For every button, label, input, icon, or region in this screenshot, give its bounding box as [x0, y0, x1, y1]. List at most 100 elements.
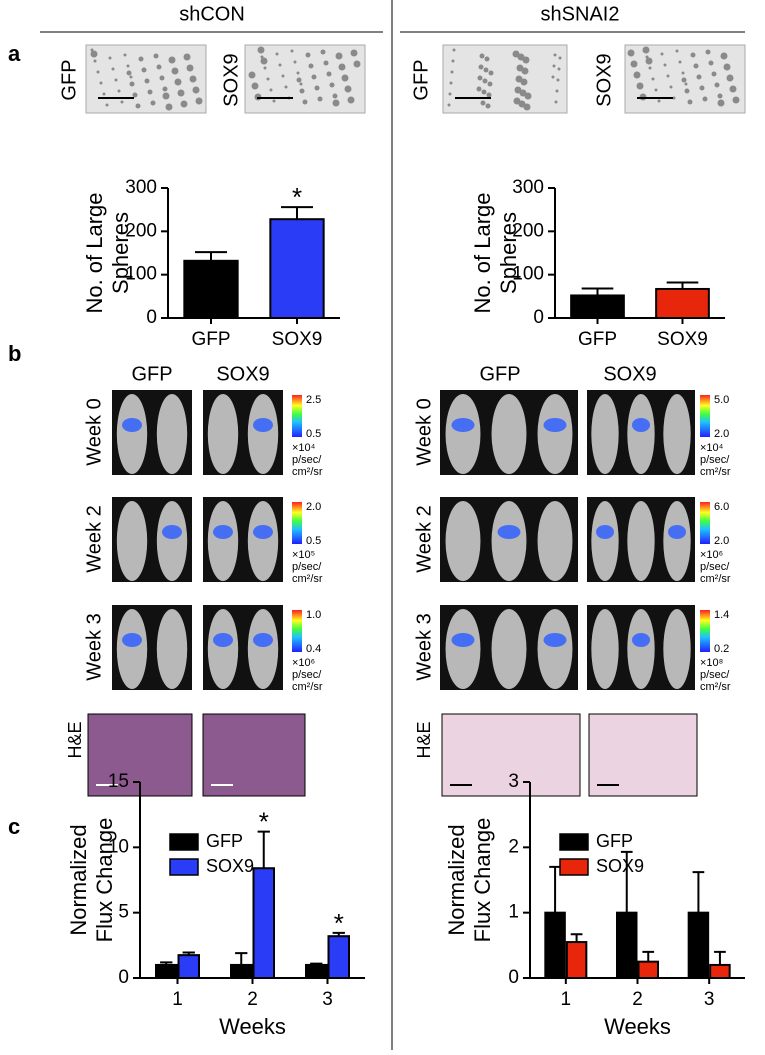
sphere: [117, 89, 121, 93]
sphere: [630, 60, 638, 68]
signal: [632, 418, 650, 432]
sphere: [314, 85, 320, 91]
sphere: [263, 66, 267, 70]
sphere: [129, 81, 135, 87]
sphere: [481, 89, 487, 95]
x-tick-label: GFP: [578, 329, 617, 350]
sphere: [305, 52, 311, 58]
sphere: [479, 53, 485, 59]
signal: [253, 525, 273, 539]
signal: [253, 418, 273, 432]
error-bar: [620, 850, 633, 913]
sphere: [514, 86, 522, 94]
mouse: [537, 609, 573, 689]
sphere: [335, 52, 343, 60]
colorbar-unit: p/sec/: [700, 454, 730, 466]
column-header: SOX9: [216, 363, 269, 385]
column-header: GFP: [479, 363, 520, 385]
y-tick-label: 15: [108, 771, 129, 792]
sphere: [93, 59, 97, 63]
y-tick-label: 10: [108, 836, 129, 857]
y-tick-label: 300: [125, 177, 157, 198]
sphere: [296, 71, 300, 75]
sphere: [189, 75, 197, 83]
sphere: [678, 60, 682, 64]
sphere: [487, 81, 493, 87]
sphere: [687, 99, 693, 105]
colorbar-max: 5.0: [714, 394, 729, 406]
sphere: [290, 49, 294, 53]
signal: [213, 633, 233, 647]
bar: [570, 294, 625, 320]
column-header: GFP: [131, 363, 172, 385]
legend-swatch: [559, 833, 589, 851]
sphere: [180, 100, 188, 108]
mouse: [156, 501, 188, 581]
x-tick-label: 1: [172, 989, 183, 1010]
x-axis-title: Weeks: [219, 1014, 286, 1039]
sphere: [302, 99, 308, 105]
colorbar-exp: ×10⁴: [292, 442, 316, 454]
y-tick-label: 2: [508, 836, 519, 857]
sphere: [299, 88, 305, 94]
legend-label: GFP: [206, 831, 243, 851]
colorbar-unit: cm²/sr: [292, 466, 323, 478]
signal: [122, 633, 142, 647]
colorbar-min: 0.2: [714, 643, 729, 655]
sphere: [311, 74, 317, 80]
bar: [230, 963, 253, 980]
sphere: [657, 99, 661, 103]
sphere: [102, 92, 106, 96]
panel-letter: c: [8, 814, 20, 839]
sphere: [516, 64, 524, 72]
error-bar: [666, 281, 699, 289]
sphere: [663, 63, 667, 67]
sphere: [681, 77, 687, 83]
sphere: [476, 86, 482, 92]
y-tick-label: 0: [508, 967, 519, 988]
colorbar: [700, 610, 710, 652]
mouse: [207, 394, 239, 474]
sphere: [451, 59, 455, 63]
sphere: [266, 77, 270, 81]
mouse: [116, 609, 148, 689]
mouse: [627, 501, 655, 581]
bar: [616, 911, 638, 980]
error-bar: [257, 830, 270, 869]
error-bar: [182, 951, 195, 956]
colorbar-exp: ×10⁸: [700, 657, 723, 669]
column-title: shSNAI2: [541, 3, 620, 25]
mouse: [116, 394, 148, 474]
legend-swatch: [169, 858, 199, 876]
sphere: [556, 78, 560, 82]
y-tick-label: 100: [512, 264, 544, 285]
y-tick-label: 300: [512, 177, 544, 198]
y-axis-title: No. of Large: [82, 192, 107, 313]
mouse: [247, 501, 279, 581]
mouse: [445, 609, 481, 689]
sphere: [186, 64, 194, 72]
y-axis-title: Spheres: [496, 212, 521, 294]
sphere: [675, 49, 679, 53]
sphere: [666, 74, 670, 78]
sphere: [165, 103, 173, 111]
y-tick-label: 0: [533, 307, 544, 328]
mouse: [663, 501, 691, 581]
mouse: [591, 609, 619, 689]
sphere: [696, 74, 702, 80]
he-image: [441, 713, 581, 797]
x-axis-title: Weeks: [604, 1014, 671, 1039]
mouse: [207, 501, 239, 581]
week-label: Week 2: [83, 505, 105, 572]
sphere: [669, 85, 673, 89]
image-label: GFP: [410, 59, 432, 100]
sphere: [272, 99, 276, 103]
sphere: [275, 52, 279, 56]
week-label: Week 2: [413, 505, 435, 572]
sphere: [450, 70, 454, 74]
y-axis-title: Normalized: [66, 824, 91, 935]
y-axis-title: Flux Change: [92, 818, 117, 943]
signal: [451, 418, 475, 432]
colorbar-unit: cm²/sr: [292, 573, 323, 585]
sphere: [452, 48, 456, 52]
